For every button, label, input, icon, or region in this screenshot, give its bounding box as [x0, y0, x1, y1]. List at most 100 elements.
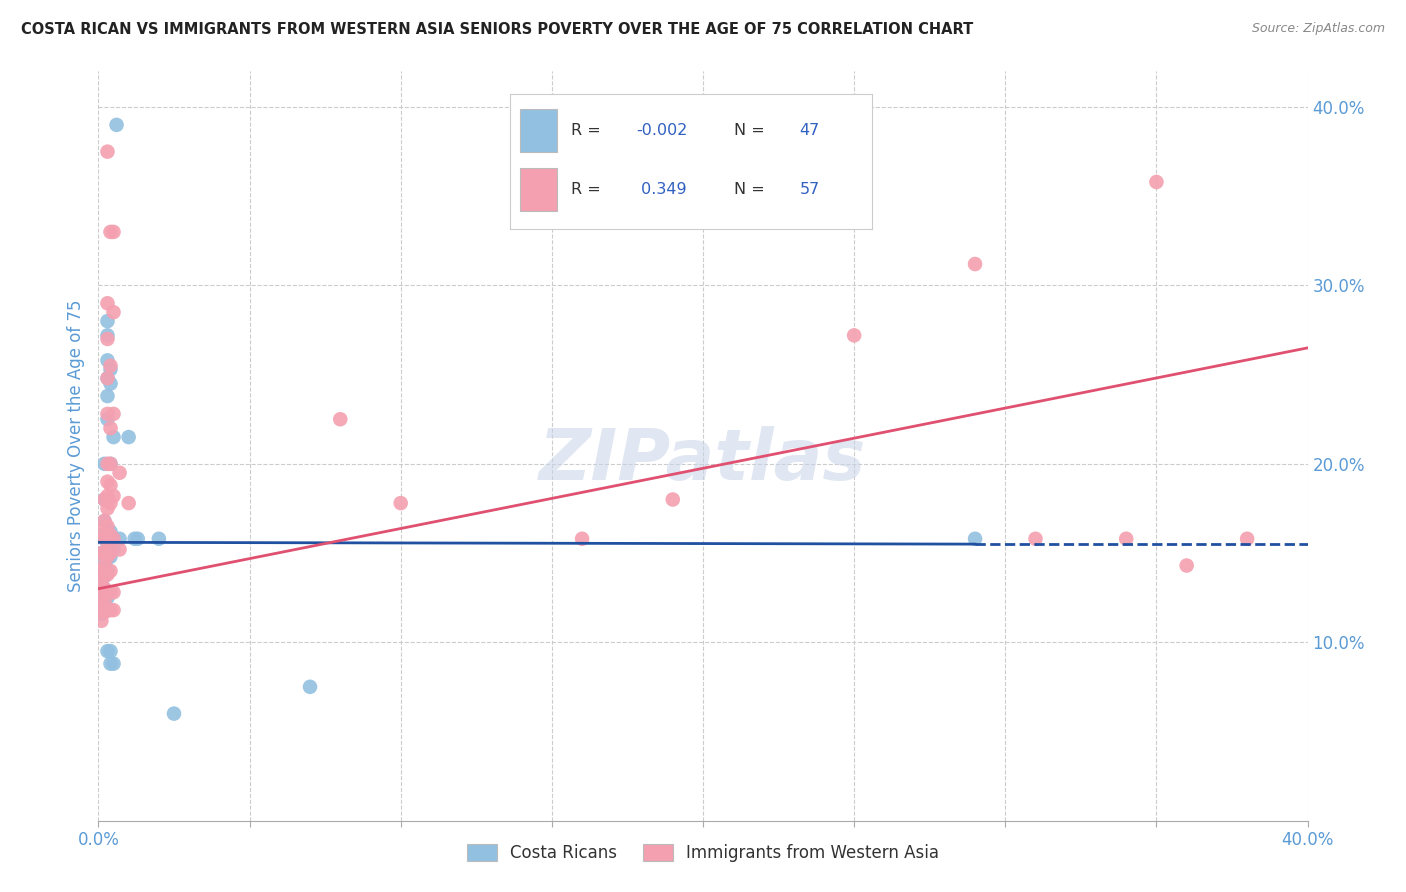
- Point: [93, 532, 115, 546]
- Point: [100, 644, 122, 658]
- Point: [93, 594, 115, 608]
- Point: [163, 706, 186, 721]
- Point: [96, 296, 118, 310]
- Point: [100, 457, 122, 471]
- Point: [96, 564, 118, 578]
- Point: [96, 551, 118, 566]
- Point: [96, 389, 118, 403]
- Point: [103, 657, 125, 671]
- Point: [96, 328, 118, 343]
- Point: [96, 541, 118, 555]
- Point: [96, 519, 118, 533]
- Point: [90, 591, 112, 605]
- Point: [90, 585, 112, 599]
- Point: [100, 362, 122, 376]
- Point: [96, 353, 118, 368]
- Point: [100, 585, 122, 599]
- Point: [93, 605, 115, 619]
- Point: [96, 585, 118, 599]
- Point: [103, 532, 125, 546]
- Point: [118, 496, 141, 510]
- Point: [1175, 558, 1198, 573]
- Point: [103, 407, 125, 421]
- Point: [100, 657, 122, 671]
- Point: [90, 524, 112, 539]
- Point: [100, 564, 122, 578]
- Point: [100, 225, 122, 239]
- Point: [108, 542, 131, 557]
- Point: [90, 546, 112, 560]
- Point: [93, 546, 115, 560]
- Point: [93, 582, 115, 596]
- Point: [329, 412, 352, 426]
- Point: [96, 371, 118, 385]
- Point: [96, 591, 118, 605]
- Point: [844, 328, 866, 343]
- Point: [96, 314, 118, 328]
- Point: [96, 644, 118, 658]
- Point: [100, 376, 122, 391]
- Point: [103, 305, 125, 319]
- Point: [1236, 532, 1258, 546]
- Point: [93, 594, 115, 608]
- Point: [124, 532, 146, 546]
- Legend: Costa Ricans, Immigrants from Western Asia: Costa Ricans, Immigrants from Western As…: [461, 837, 945, 869]
- Point: [100, 421, 122, 435]
- Point: [1024, 532, 1046, 546]
- Point: [93, 532, 115, 546]
- Point: [96, 145, 118, 159]
- Point: [93, 558, 115, 573]
- Point: [93, 492, 115, 507]
- Point: [103, 585, 125, 599]
- Point: [100, 359, 122, 373]
- Point: [96, 371, 118, 385]
- Point: [100, 549, 122, 564]
- Point: [96, 533, 118, 548]
- Text: ZIPatlas: ZIPatlas: [540, 426, 866, 495]
- Point: [90, 571, 112, 585]
- Point: [96, 603, 118, 617]
- Point: [965, 257, 987, 271]
- Point: [571, 532, 593, 546]
- Point: [93, 582, 115, 596]
- Point: [100, 524, 122, 539]
- Point: [96, 567, 118, 582]
- Point: [93, 457, 115, 471]
- Point: [127, 532, 149, 546]
- Point: [93, 546, 115, 560]
- Point: [103, 225, 125, 239]
- Point: [90, 564, 112, 578]
- Point: [90, 607, 112, 621]
- Point: [389, 496, 412, 510]
- Point: [90, 614, 112, 628]
- Point: [118, 430, 141, 444]
- Point: [108, 466, 131, 480]
- Point: [93, 605, 115, 619]
- Text: Source: ZipAtlas.com: Source: ZipAtlas.com: [1251, 22, 1385, 36]
- Point: [661, 492, 683, 507]
- Point: [100, 496, 122, 510]
- Point: [90, 546, 112, 560]
- Point: [105, 118, 128, 132]
- Point: [90, 528, 112, 542]
- Point: [1144, 175, 1167, 189]
- Point: [103, 489, 125, 503]
- Point: [96, 457, 118, 471]
- Point: [96, 475, 118, 489]
- Point: [90, 596, 112, 610]
- Point: [96, 489, 118, 503]
- Y-axis label: Seniors Poverty Over the Age of 75: Seniors Poverty Over the Age of 75: [66, 300, 84, 592]
- Point: [103, 603, 125, 617]
- Point: [93, 558, 115, 573]
- Point: [103, 430, 125, 444]
- Point: [90, 560, 112, 574]
- Point: [100, 546, 122, 560]
- Point: [96, 332, 118, 346]
- Point: [90, 578, 112, 592]
- Point: [93, 514, 115, 528]
- Point: [100, 478, 122, 492]
- Point: [100, 603, 122, 617]
- Point: [96, 412, 118, 426]
- Point: [93, 569, 115, 583]
- Point: [96, 528, 118, 542]
